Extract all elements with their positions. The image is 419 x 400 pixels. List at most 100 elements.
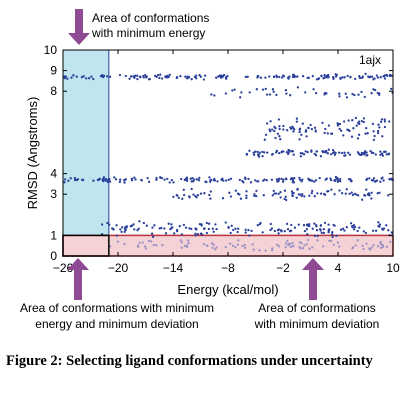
scatter-point bbox=[388, 73, 392, 77]
scatter-point bbox=[248, 91, 251, 94]
scatter-point bbox=[292, 130, 295, 133]
panel-label: 1ajx bbox=[359, 53, 381, 67]
scatter-point bbox=[249, 181, 253, 184]
scatter-point bbox=[352, 127, 355, 130]
scatter-point bbox=[367, 75, 370, 78]
scatter-point bbox=[306, 76, 309, 80]
scatter-point bbox=[141, 241, 144, 244]
scatter-point bbox=[246, 75, 249, 78]
scatter-point bbox=[379, 153, 382, 156]
scatter-point bbox=[363, 194, 367, 197]
scatter-point bbox=[264, 249, 267, 252]
scatter-point bbox=[382, 75, 385, 78]
scatter-point bbox=[168, 181, 171, 184]
scatter-point bbox=[186, 77, 189, 80]
scatter-point bbox=[70, 76, 73, 79]
scatter-point bbox=[287, 148, 290, 152]
scatter-point bbox=[344, 192, 347, 195]
scatter-point bbox=[108, 223, 111, 226]
scatter-point bbox=[136, 77, 139, 81]
scatter-point bbox=[163, 227, 166, 230]
scatter-point bbox=[296, 86, 300, 89]
scatter-point bbox=[382, 179, 385, 182]
scatter-point bbox=[284, 177, 288, 180]
scatter-point bbox=[150, 232, 154, 235]
scatter-point bbox=[72, 74, 75, 77]
scatter-point bbox=[166, 76, 169, 79]
scatter-point bbox=[352, 228, 356, 231]
scatter-point bbox=[147, 180, 151, 183]
scatter-point bbox=[363, 150, 367, 153]
scatter-point bbox=[130, 224, 134, 227]
caption-text: Selecting ligand conformations under unc… bbox=[66, 353, 373, 369]
scatter-point bbox=[105, 75, 109, 78]
scatter-point bbox=[274, 136, 277, 140]
top-annotation-line2: with minimum energy bbox=[91, 26, 205, 40]
scatter-point bbox=[225, 77, 228, 80]
scatter-point bbox=[228, 191, 231, 194]
scatter-point bbox=[381, 244, 385, 247]
scatter-point bbox=[319, 229, 322, 232]
figure-caption: Figure 2: Selecting ligand conformations… bbox=[6, 352, 411, 371]
scatter-point bbox=[192, 180, 195, 183]
scatter-point bbox=[142, 76, 145, 79]
scatter-point bbox=[365, 188, 368, 191]
scatter-point bbox=[238, 178, 241, 182]
scatter-point bbox=[234, 189, 237, 192]
scatter-point bbox=[334, 175, 338, 179]
scatter-point bbox=[151, 235, 155, 239]
scatter-point bbox=[273, 125, 276, 129]
scatter-point bbox=[290, 150, 293, 153]
scatter-point bbox=[239, 197, 243, 200]
scatter-point bbox=[207, 222, 211, 225]
scatter-point bbox=[310, 191, 313, 195]
scatter-point bbox=[180, 241, 183, 244]
scatter-point bbox=[356, 137, 360, 140]
scatter-point bbox=[283, 197, 286, 201]
scatter-point bbox=[339, 177, 342, 181]
scatter-point bbox=[296, 75, 299, 78]
scatter-point bbox=[363, 95, 366, 99]
scatter-point bbox=[265, 93, 269, 96]
scatter-point bbox=[256, 74, 260, 78]
scatter-point bbox=[389, 240, 392, 244]
scatter-point bbox=[175, 194, 178, 197]
scatter-point bbox=[185, 176, 189, 179]
scatter-point bbox=[323, 192, 326, 196]
scatter-point bbox=[175, 76, 179, 79]
scatter-point bbox=[69, 177, 72, 180]
scatter-point bbox=[241, 244, 244, 248]
scatter-point bbox=[278, 125, 281, 128]
caption-label: Figure 2: bbox=[6, 353, 63, 369]
scatter-point bbox=[311, 74, 314, 78]
scatter-point bbox=[274, 192, 278, 195]
scatter-point bbox=[198, 74, 201, 77]
scatter-point bbox=[372, 244, 375, 247]
scatter-point bbox=[181, 197, 184, 200]
scatter-point bbox=[338, 127, 341, 131]
min-energy-arrow bbox=[68, 9, 90, 45]
scatter-point bbox=[198, 176, 201, 180]
scatter-point bbox=[211, 246, 214, 249]
scatter-point bbox=[362, 120, 365, 124]
scatter-point bbox=[239, 96, 242, 99]
scatter-point bbox=[371, 229, 375, 232]
scatter-point bbox=[234, 227, 237, 230]
scatter-point bbox=[178, 225, 181, 228]
scatter-point bbox=[256, 180, 259, 183]
scatter-point bbox=[107, 178, 111, 181]
scatter-point bbox=[233, 88, 236, 91]
scatter-point bbox=[365, 154, 368, 157]
scatter-point bbox=[254, 179, 257, 182]
scatter-point bbox=[390, 231, 393, 234]
scatter-point bbox=[100, 223, 104, 226]
scatter-point bbox=[187, 241, 190, 245]
scatter-point bbox=[221, 197, 225, 200]
scatter-point bbox=[213, 94, 216, 97]
scatter-point bbox=[244, 75, 247, 79]
scatter-point bbox=[272, 189, 275, 193]
x-tick-label: −26 bbox=[53, 261, 74, 275]
scatter-point bbox=[199, 192, 203, 195]
scatter-point bbox=[194, 74, 198, 77]
scatter-point bbox=[258, 151, 261, 154]
